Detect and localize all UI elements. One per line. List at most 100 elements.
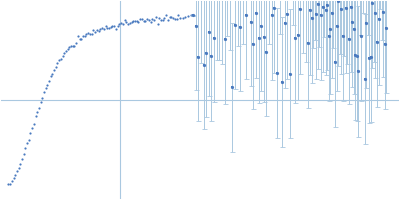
- Point: [134, 19, 140, 23]
- Point: [166, 16, 173, 19]
- Point: [9, 179, 15, 182]
- Point: [144, 18, 150, 21]
- Point: [64, 47, 71, 50]
- Point: [229, 86, 236, 89]
- Point: [139, 18, 145, 21]
- Point: [232, 23, 238, 26]
- Point: [315, 3, 321, 6]
- Point: [343, 7, 349, 10]
- Point: [101, 27, 107, 31]
- Point: [154, 23, 161, 26]
- Point: [258, 25, 264, 28]
- Point: [80, 35, 86, 38]
- Point: [114, 24, 121, 27]
- Point: [163, 13, 170, 17]
- Point: [172, 18, 178, 21]
- Point: [192, 24, 199, 28]
- Point: [168, 15, 175, 19]
- Point: [383, 26, 390, 29]
- Point: [318, 13, 324, 17]
- Point: [5, 183, 12, 186]
- Point: [22, 146, 28, 150]
- Point: [73, 42, 79, 45]
- Point: [90, 29, 97, 32]
- Point: [7, 182, 13, 185]
- Point: [182, 15, 188, 19]
- Point: [12, 173, 18, 176]
- Point: [10, 176, 17, 179]
- Point: [20, 153, 27, 156]
- Point: [326, 35, 332, 38]
- Point: [29, 126, 35, 129]
- Point: [319, 6, 326, 9]
- Point: [39, 97, 46, 100]
- Point: [92, 31, 98, 34]
- Point: [174, 17, 180, 20]
- Point: [380, 10, 386, 13]
- Point: [242, 13, 249, 16]
- Point: [153, 15, 159, 18]
- Point: [34, 111, 40, 114]
- Point: [31, 122, 37, 125]
- Point: [17, 162, 24, 165]
- Point: [116, 22, 123, 26]
- Point: [211, 36, 217, 39]
- Point: [324, 3, 330, 6]
- Point: [358, 34, 365, 38]
- Point: [307, 8, 313, 12]
- Point: [111, 25, 118, 28]
- Point: [32, 115, 39, 118]
- Point: [59, 54, 66, 58]
- Point: [313, 12, 320, 16]
- Point: [160, 19, 166, 22]
- Point: [284, 12, 290, 15]
- Point: [156, 16, 162, 19]
- Point: [41, 90, 47, 93]
- Point: [165, 19, 171, 22]
- Point: [125, 22, 131, 26]
- Point: [70, 44, 76, 48]
- Point: [108, 25, 114, 28]
- Point: [271, 6, 278, 10]
- Point: [128, 20, 135, 23]
- Point: [282, 22, 288, 25]
- Point: [366, 57, 372, 60]
- Point: [83, 33, 90, 36]
- Point: [158, 18, 164, 22]
- Point: [113, 27, 119, 31]
- Point: [137, 18, 144, 21]
- Point: [96, 29, 102, 32]
- Point: [263, 50, 270, 53]
- Point: [61, 52, 68, 55]
- Point: [329, 12, 335, 15]
- Point: [206, 30, 212, 34]
- Point: [48, 75, 54, 78]
- Point: [308, 16, 315, 20]
- Point: [261, 35, 267, 38]
- Point: [255, 37, 262, 40]
- Point: [68, 44, 74, 47]
- Point: [75, 35, 81, 38]
- Point: [208, 55, 215, 58]
- Point: [347, 5, 354, 9]
- Point: [88, 32, 95, 35]
- Point: [372, 11, 379, 14]
- Point: [16, 166, 22, 170]
- Point: [122, 18, 128, 21]
- Point: [175, 14, 182, 17]
- Point: [54, 62, 61, 65]
- Point: [195, 55, 202, 58]
- Point: [340, 34, 346, 37]
- Point: [327, 27, 334, 30]
- Point: [346, 38, 352, 41]
- Point: [369, 1, 376, 4]
- Point: [49, 73, 56, 76]
- Point: [287, 72, 293, 75]
- Point: [248, 20, 254, 23]
- Point: [24, 142, 30, 145]
- Point: [297, 7, 304, 11]
- Point: [123, 21, 130, 24]
- Point: [71, 44, 78, 47]
- Point: [130, 20, 136, 23]
- Point: [274, 72, 280, 75]
